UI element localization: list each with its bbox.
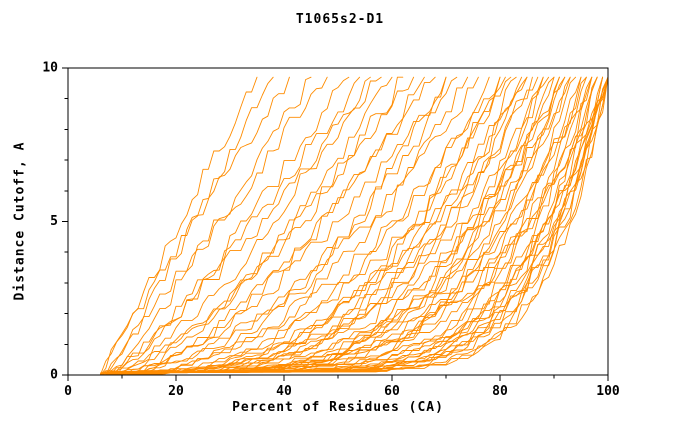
svg-text:5: 5 [50, 214, 58, 229]
svg-text:20: 20 [168, 384, 184, 399]
svg-text:100: 100 [596, 384, 620, 399]
svg-text:80: 80 [492, 384, 508, 399]
x-axis-label: Percent of Residues (CA) [232, 400, 444, 415]
svg-text:40: 40 [276, 384, 292, 399]
svg-text:0: 0 [50, 368, 58, 383]
svg-text:0: 0 [64, 384, 72, 399]
svg-text:10: 10 [42, 61, 58, 76]
chart-title: T1065s2-D1 [295, 12, 385, 27]
svg-text:60: 60 [384, 384, 400, 399]
